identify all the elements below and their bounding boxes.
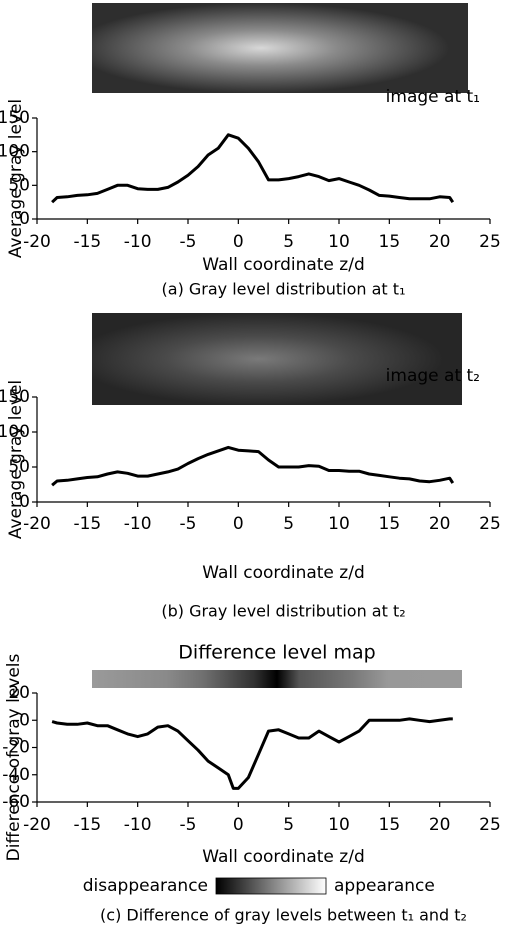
y-tick-label: 150	[0, 387, 30, 407]
y-tick-label: 50	[8, 175, 30, 195]
x-tick-label: 10	[328, 514, 350, 534]
x-tick-label: 5	[283, 514, 294, 534]
caption: (b) Gray level distribution at t₂	[161, 602, 405, 621]
y-tick-label: 0	[19, 209, 30, 229]
x-tick-label: -10	[124, 514, 152, 534]
data-line	[51, 133, 455, 204]
y-tick-label: -40	[2, 765, 30, 785]
x-tick-label: -20	[23, 232, 51, 252]
chart-title: Difference level map	[178, 642, 375, 664]
x-tick-label: -5	[180, 232, 197, 252]
y-tick-label: -60	[2, 792, 30, 812]
difference-map	[92, 670, 462, 688]
x-tick-label: 25	[479, 514, 501, 534]
y-tick-label: 150	[0, 108, 30, 128]
x-tick-label: -15	[73, 815, 101, 835]
y-axis-label: Difference of gray levels	[4, 653, 24, 861]
x-tick-label: -20	[23, 815, 51, 835]
x-tick-label: 0	[233, 815, 244, 835]
y-tick-label: 20	[8, 683, 30, 703]
x-tick-label: 20	[429, 514, 451, 534]
x-tick-label: -10	[124, 815, 152, 835]
x-tick-label: 0	[233, 514, 244, 534]
data-line	[51, 717, 453, 790]
x-tick-label: 15	[379, 815, 401, 835]
y-tick-label: 0	[19, 710, 30, 730]
image-label: image at t₁	[386, 87, 480, 107]
x-tick-label: 10	[328, 232, 350, 252]
colorbar	[215, 877, 327, 895]
x-tick-label: -15	[73, 514, 101, 534]
y-tick-label: 100	[0, 142, 30, 162]
x-tick-label: -20	[23, 514, 51, 534]
image-label: image at t₂	[386, 366, 480, 386]
x-tick-label: -15	[73, 232, 101, 252]
y-axis-label: Average gray level	[6, 99, 26, 258]
x-axis-label: Wall coordinate z/d	[202, 563, 365, 583]
y-axis-label: Average gray level	[6, 380, 26, 539]
x-tick-label: 0	[233, 232, 244, 252]
x-tick-label: 5	[283, 815, 294, 835]
x-tick-label: 25	[479, 815, 501, 835]
x-tick-label: 25	[479, 232, 501, 252]
x-tick-label: 5	[283, 232, 294, 252]
caption: (a) Gray level distribution at t₁	[162, 280, 406, 299]
x-tick-label: 15	[379, 232, 401, 252]
x-tick-label: 20	[429, 232, 451, 252]
data-line	[51, 445, 455, 487]
y-tick-label: 0	[19, 492, 30, 512]
y-tick-label: 100	[0, 422, 30, 442]
x-tick-label: -5	[180, 514, 197, 534]
x-tick-label: 15	[379, 514, 401, 534]
image-t1	[92, 3, 468, 93]
x-axis-label: Wall coordinate z/d	[202, 847, 365, 867]
x-tick-label: -5	[180, 815, 197, 835]
x-tick-label: -10	[124, 232, 152, 252]
x-tick-label: 10	[328, 815, 350, 835]
y-tick-label: -20	[2, 738, 30, 758]
legend-label: appearance	[334, 876, 435, 896]
x-tick-label: 20	[429, 815, 451, 835]
x-axis-label: Wall coordinate z/d	[202, 255, 365, 275]
legend-label: disappearance	[83, 876, 208, 896]
caption: (c) Difference of gray levels between t₁…	[100, 906, 467, 925]
y-tick-label: 50	[8, 457, 30, 477]
image-t2	[92, 313, 462, 405]
